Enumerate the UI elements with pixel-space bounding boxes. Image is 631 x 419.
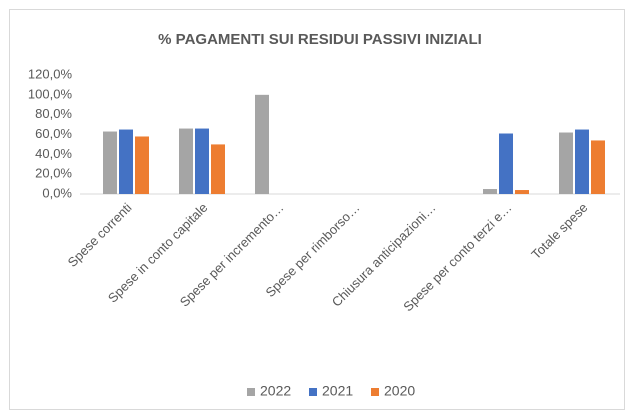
y-tick-label: 80,0% [35, 106, 72, 121]
bar [255, 94, 269, 194]
y-tick-label: 60,0% [35, 126, 72, 141]
bar [515, 190, 529, 194]
chart-border [9, 9, 625, 410]
legend-label: 2020 [384, 383, 415, 399]
legend-swatch [247, 388, 255, 396]
bar [195, 128, 209, 194]
bar [211, 144, 225, 194]
bar [575, 129, 589, 194]
y-tick-label: 20,0% [35, 166, 72, 181]
legend-swatch [371, 388, 379, 396]
bar [179, 128, 193, 194]
y-tick-label: 120,0% [28, 66, 73, 81]
y-tick-label: 0,0% [42, 185, 72, 200]
y-tick-label: 40,0% [35, 146, 72, 161]
y-tick-label: 100,0% [28, 86, 73, 101]
bar [103, 131, 117, 194]
bar [483, 189, 497, 194]
legend-label: 2021 [322, 383, 353, 399]
legend-label: 2022 [260, 383, 291, 399]
legend-swatch [309, 388, 317, 396]
bar [499, 133, 513, 194]
bar [135, 136, 149, 194]
bar [591, 140, 605, 194]
chart-title: % PAGAMENTI SUI RESIDUI PASSIVI INIZIALI [158, 31, 482, 48]
bar [119, 129, 133, 194]
bar [559, 132, 573, 194]
